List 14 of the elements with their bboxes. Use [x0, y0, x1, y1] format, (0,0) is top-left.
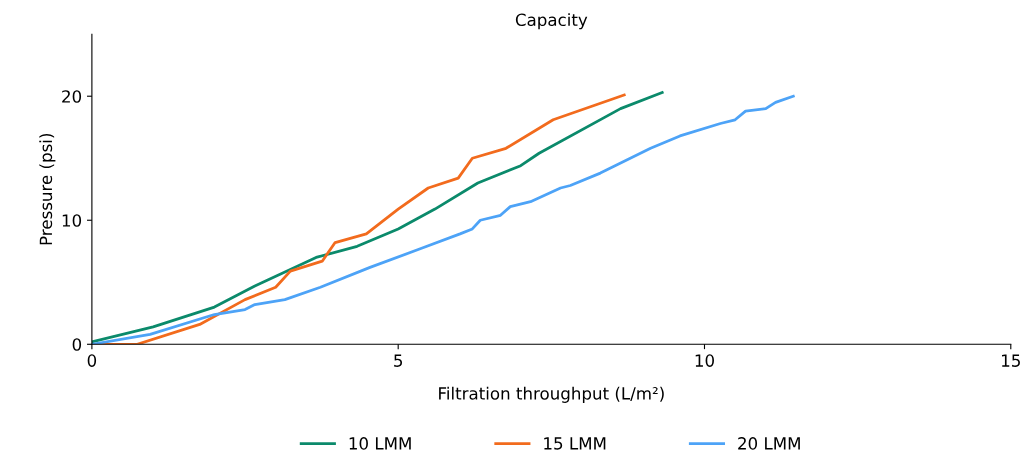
legend-label: 15 LMM — [544, 437, 606, 450]
y-tick-label: 20 — [62, 90, 82, 103]
y-axis-title: Pressure (psi) — [39, 134, 56, 245]
y-tick-label: 10 — [62, 214, 82, 227]
x-tick-label: 10 — [695, 354, 714, 367]
x-tick-label: 15 — [1002, 354, 1020, 367]
chart-title: Capacity — [515, 13, 588, 30]
x-tick-label: 0 — [87, 354, 97, 367]
y-tick-label: 0 — [72, 338, 82, 351]
x-axis-title: Filtration throughput (L/m²) — [439, 386, 664, 403]
legend-label: 20 LMM — [738, 437, 800, 450]
legend-label: 10 LMM — [349, 437, 411, 450]
line-series — [91, 94, 795, 345]
x-tick-label: 5 — [394, 354, 403, 367]
